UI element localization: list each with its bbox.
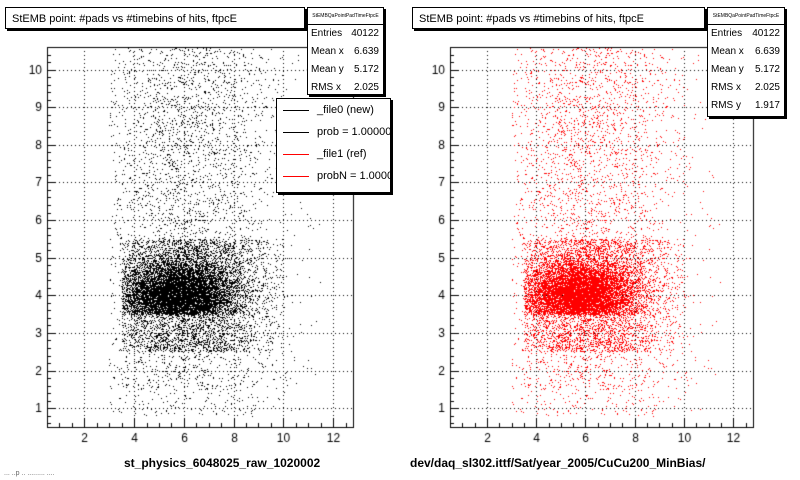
- left-bottom-label: st_physics_6048025_raw_1020002: [124, 456, 321, 470]
- left-chart-title: StEMB point: #pads vs #timebins of hits,…: [5, 7, 305, 29]
- left-stats-header: StEMBQaPointPadTimeFtpcE: [308, 8, 383, 25]
- right-stats-row: RMS x 2.025: [711, 82, 780, 93]
- right-stats-row: Entries 40122: [711, 28, 780, 39]
- right-stats-row: RMS y 1.917: [711, 100, 780, 111]
- legend-entry: _file0 (new): [277, 99, 390, 121]
- right-stats-box: StEMBQaPointPadTimeFtpcE Entries 40122 Me…: [707, 7, 785, 117]
- right-bottom-label: dev/daq_sl302.ittf/Sat/year_2005/CuCu200…: [410, 456, 706, 470]
- legend-box: _file0 (new) prob = 1.000000 _file1 (ref…: [276, 98, 391, 193]
- left-stats-box: StEMBQaPointPadTimeFtpcE Entries 40122 Me…: [307, 7, 384, 95]
- left-stats-row: Entries 40122: [311, 28, 379, 39]
- right-stats-row: Mean y 5.172: [711, 64, 780, 75]
- left-stats-row: Mean x 6.639: [311, 46, 379, 57]
- legend-entry: _file1 (ref): [277, 143, 390, 165]
- right-stats-header: StEMBQaPointPadTimeFtpcE: [708, 8, 784, 25]
- right-chart-title: StEMB point: #pads vs #timebins of hits,…: [412, 7, 705, 29]
- legend-entry: probN = 1.000000: [277, 165, 390, 187]
- left-stats-row: Mean y 5.172: [311, 64, 379, 75]
- legend-entry: prob = 1.000000: [277, 121, 390, 143]
- legend-swatch: [283, 132, 309, 133]
- left-stats-row: RMS x 2.025: [311, 82, 379, 93]
- legend-swatch: [283, 110, 309, 111]
- right-stats-row: Mean x 6.639: [711, 46, 780, 57]
- corner-text: ... ..p .. ......... ....: [4, 470, 55, 477]
- legend-swatch: [283, 154, 309, 155]
- legend-swatch: [283, 176, 309, 177]
